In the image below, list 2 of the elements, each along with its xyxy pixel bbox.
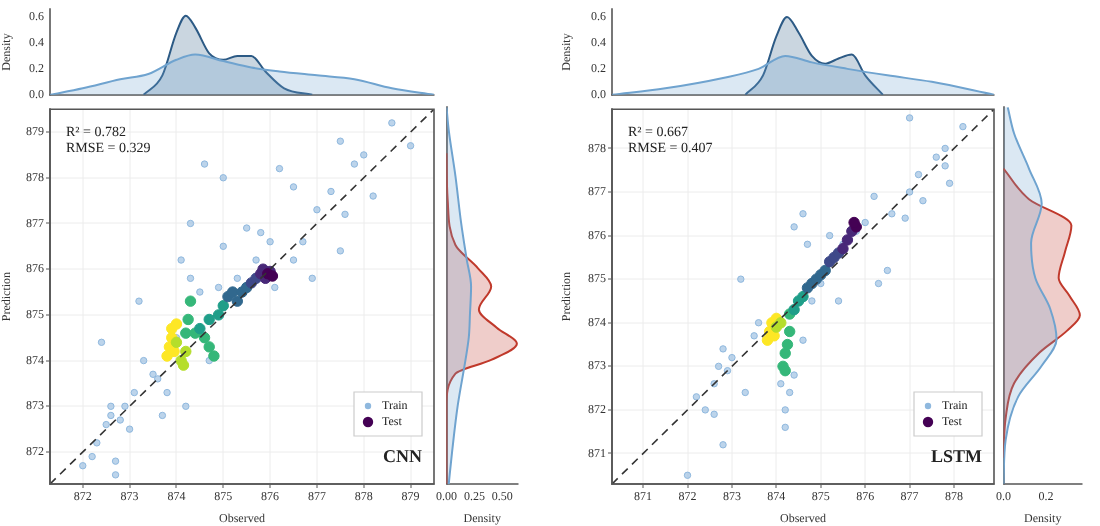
annotation: CNN (383, 445, 423, 466)
annotation: LSTM (930, 445, 983, 466)
